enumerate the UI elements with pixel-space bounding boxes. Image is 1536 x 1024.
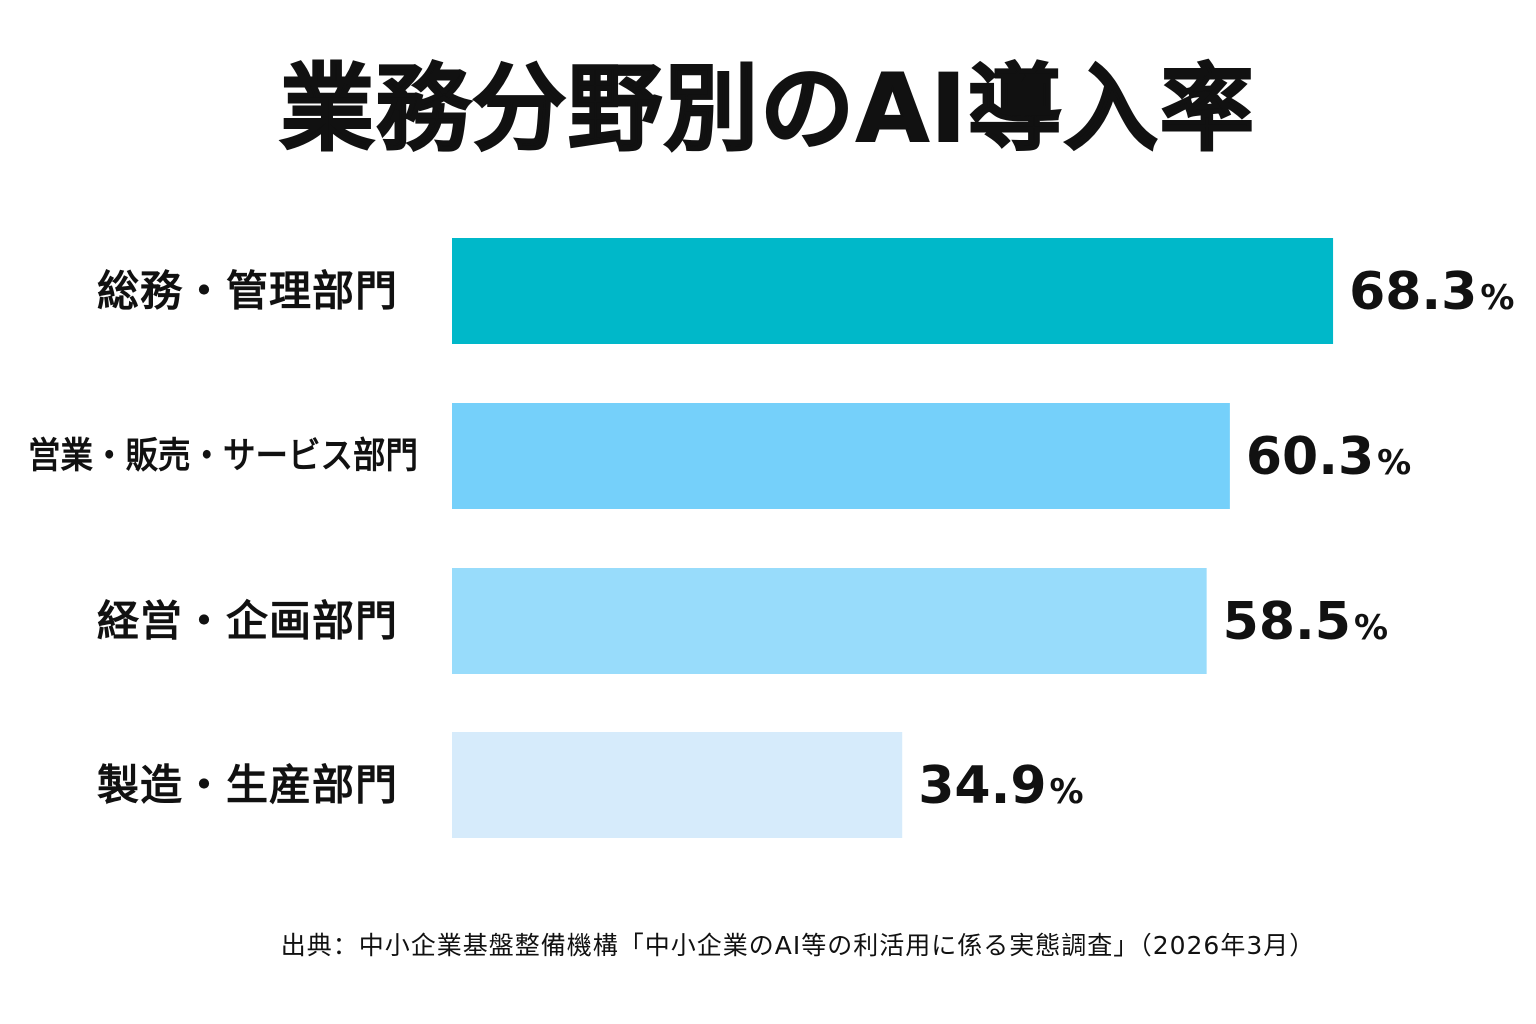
bar-2 <box>452 403 1230 509</box>
source-note: 出典：中小企業基盤整備機構「中小企業のAI等の利活用に係る実態調査」（2026年… <box>280 931 1316 960</box>
category-label-4: 製造・生産部門 <box>97 761 398 810</box>
bar-1 <box>452 238 1334 344</box>
value-label-3: 58.5% <box>1223 592 1388 652</box>
category-label-3: 経営・企画部門 <box>97 597 398 646</box>
category-label-1: 総務・管理部門 <box>97 267 398 316</box>
bar-3 <box>452 568 1207 674</box>
bar-chart: 総務・管理部門 68.3% 営業・販売・サービス部門 60.3% 経営・企画部門 58.5… <box>28 238 1514 838</box>
value-unit-4: % <box>1050 772 1084 812</box>
chart-title: 業務分野別のAI導入率 <box>279 55 1256 164</box>
value-label-1: 68.3% <box>1349 262 1514 322</box>
bar-4 <box>452 732 903 838</box>
value-label-4: 34.9% <box>918 756 1083 816</box>
category-label-2: 営業・販売・サービス部門 <box>28 436 418 477</box>
value-label-2: 60.3% <box>1246 427 1411 487</box>
value-unit-3: % <box>1354 608 1388 648</box>
value-unit-1: % <box>1480 278 1514 318</box>
value-unit-2: % <box>1377 443 1411 483</box>
